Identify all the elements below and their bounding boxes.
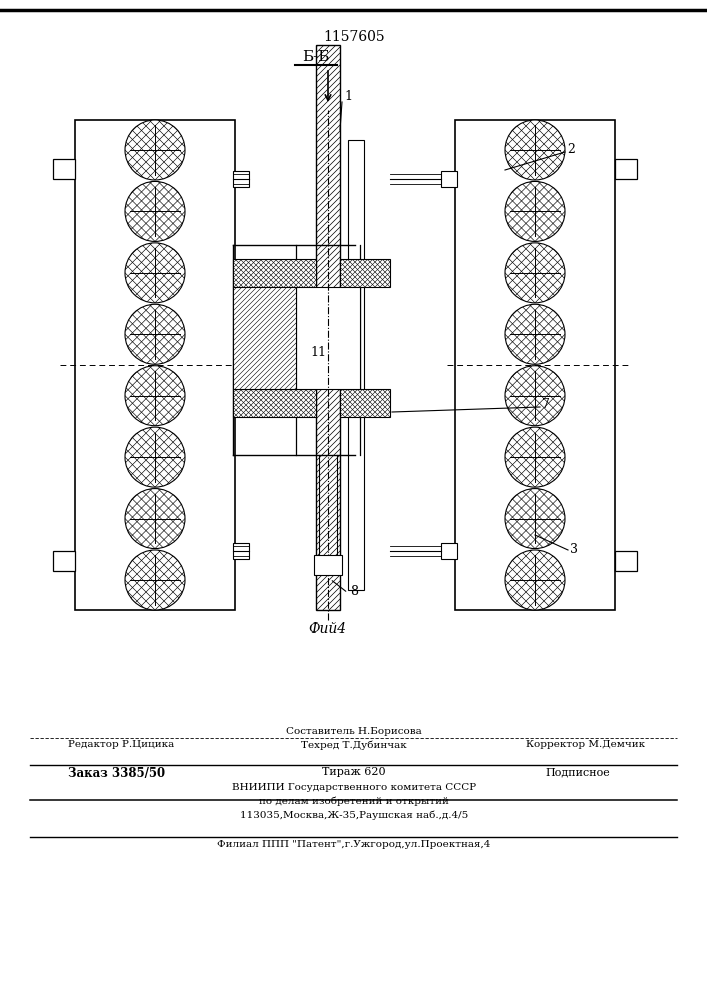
Text: 1: 1 xyxy=(344,90,352,103)
Bar xyxy=(233,543,249,559)
Text: 8: 8 xyxy=(350,585,358,598)
Circle shape xyxy=(505,243,565,303)
Circle shape xyxy=(125,366,185,426)
Text: Филиал ППП "Патент",г.Ужгород,ул.Проектная,4: Филиал ППП "Патент",г.Ужгород,ул.Проектн… xyxy=(217,840,491,849)
Text: 11: 11 xyxy=(310,347,326,360)
Circle shape xyxy=(125,489,185,549)
Bar xyxy=(233,287,296,389)
Bar xyxy=(233,259,316,287)
Circle shape xyxy=(505,181,565,241)
Bar xyxy=(314,555,342,575)
Circle shape xyxy=(125,427,185,487)
Bar xyxy=(340,259,390,287)
Circle shape xyxy=(125,120,185,180)
Text: 2: 2 xyxy=(567,143,575,156)
Text: Фий4: Фий4 xyxy=(308,622,346,636)
Bar xyxy=(296,287,360,389)
Text: 1157605: 1157605 xyxy=(323,30,385,44)
Text: 3: 3 xyxy=(570,543,578,556)
Bar xyxy=(233,171,249,187)
Text: Заказ 3385/50: Заказ 3385/50 xyxy=(68,767,165,780)
Bar xyxy=(316,45,340,610)
Circle shape xyxy=(505,550,565,610)
Bar xyxy=(615,159,637,179)
Circle shape xyxy=(505,304,565,364)
Text: 113035,Москва,Ж-35,Раушская наб.,д.4/5: 113035,Москва,Ж-35,Раушская наб.,д.4/5 xyxy=(240,811,468,820)
Text: по делам изобретений и открытий: по делам изобретений и открытий xyxy=(259,797,449,806)
Bar xyxy=(75,120,235,610)
Bar xyxy=(340,389,390,417)
Text: Техред Т.Дубинчак: Техред Т.Дубинчак xyxy=(301,740,407,750)
Text: Тираж 620: Тираж 620 xyxy=(322,767,386,777)
Text: 7: 7 xyxy=(542,398,550,411)
Bar xyxy=(455,120,615,610)
Bar xyxy=(233,389,316,417)
Circle shape xyxy=(125,304,185,364)
Text: Подписное: Подписное xyxy=(545,767,610,777)
Bar xyxy=(441,171,457,187)
Text: Составитель Н.Борисова: Составитель Н.Борисова xyxy=(286,727,422,736)
Bar xyxy=(53,159,75,179)
Text: Корректор М.Демчик: Корректор М.Демчик xyxy=(526,740,645,749)
Bar xyxy=(615,551,637,571)
Text: Редактор Р.Цицика: Редактор Р.Цицика xyxy=(68,740,174,749)
Circle shape xyxy=(505,366,565,426)
Text: Б-Б: Б-Б xyxy=(303,50,329,64)
Circle shape xyxy=(505,120,565,180)
Bar xyxy=(53,551,75,571)
Circle shape xyxy=(125,243,185,303)
Circle shape xyxy=(505,489,565,549)
Circle shape xyxy=(505,427,565,487)
Bar xyxy=(441,543,457,559)
Bar xyxy=(348,140,364,590)
Circle shape xyxy=(125,181,185,241)
Text: ВНИИПИ Государственного комитета СССР: ВНИИПИ Государственного комитета СССР xyxy=(232,783,476,792)
Circle shape xyxy=(125,550,185,610)
